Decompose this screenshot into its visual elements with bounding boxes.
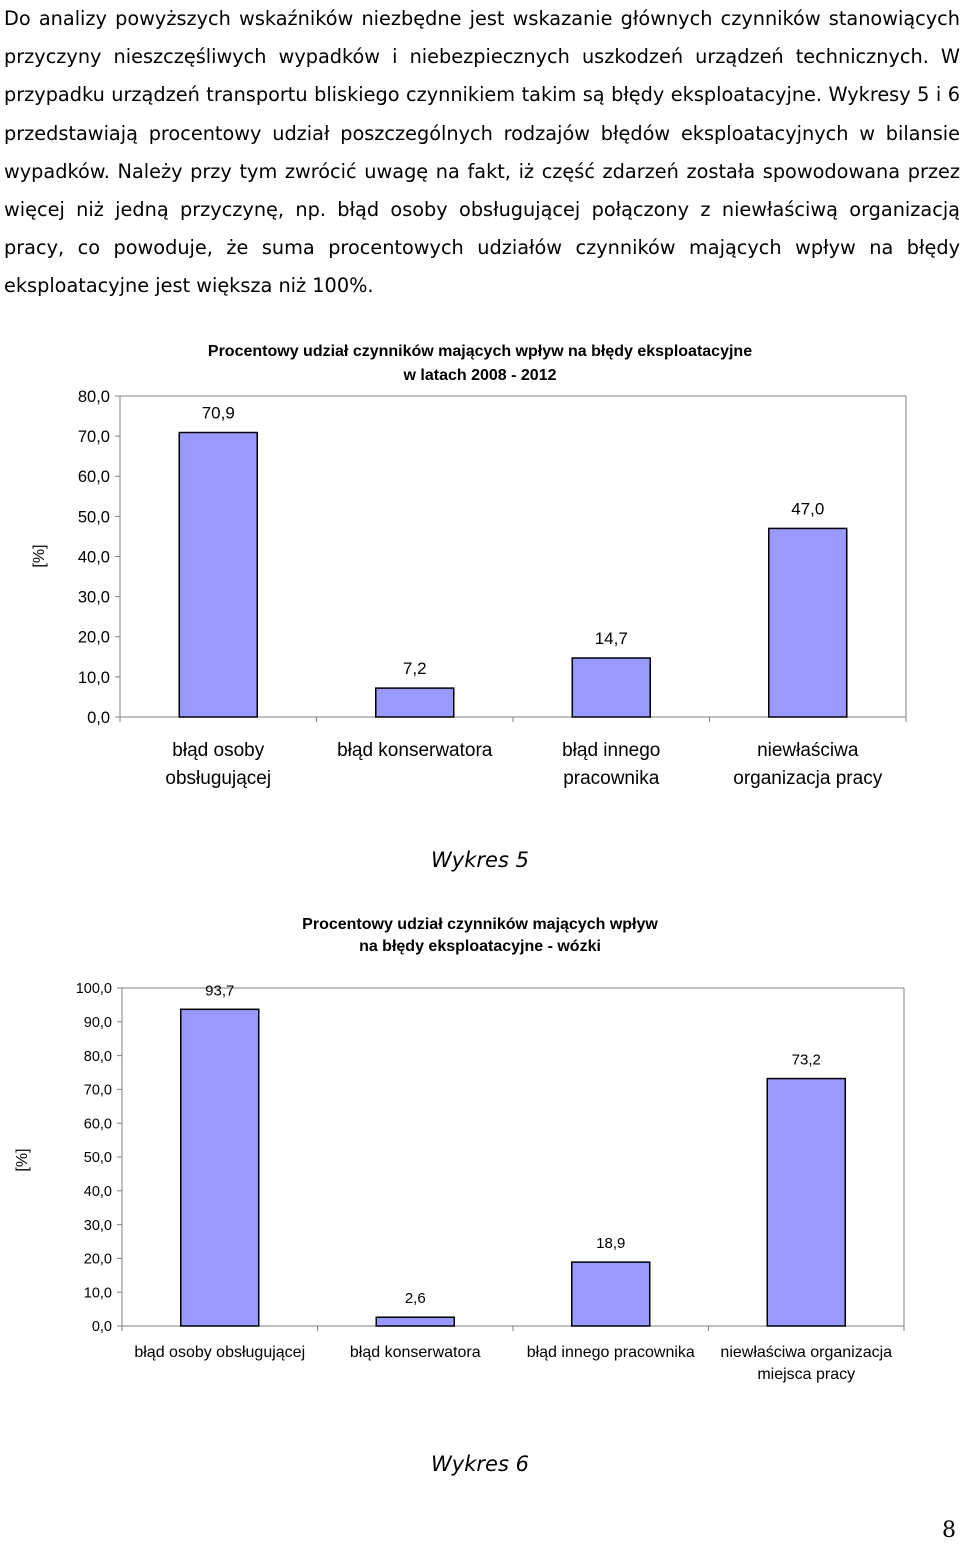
chart-wykres-6: Procentowy udział czynników mających wpł…: [14, 916, 905, 1383]
bar: [571, 657, 651, 718]
y-tick-label: 90,0: [84, 1015, 112, 1031]
chart-title-line: Procentowy udział czynników mających wpł…: [208, 343, 752, 360]
y-tick-label: 50,0: [84, 1150, 112, 1166]
y-tick-label: 100,0: [76, 981, 112, 997]
data-label: 47,0: [791, 499, 824, 518]
page-number: 8: [942, 1518, 956, 1543]
y-tick-label: 0,0: [92, 1319, 112, 1335]
bar: [180, 1008, 260, 1327]
y-tick-label: 60,0: [84, 1116, 112, 1132]
y-tick-label: 10,0: [78, 669, 110, 687]
intro-paragraph: Do analizy powyższych wskaźników niezbęd…: [4, 7, 960, 298]
data-label: 7,2: [403, 659, 427, 678]
data-label: 2,6: [405, 1290, 426, 1307]
x-tick-label: obsługującej: [165, 768, 271, 789]
data-label: 14,7: [595, 629, 628, 648]
caption-wykres-5: Wykres 5: [431, 848, 529, 872]
y-tick-label: 70,0: [78, 428, 110, 446]
x-tick-label: pracownika: [563, 768, 660, 789]
y-tick-label: 20,0: [78, 629, 110, 647]
bar: [375, 687, 455, 718]
y-tick-label: 0,0: [87, 709, 110, 727]
data-label: 73,2: [792, 1052, 821, 1069]
y-tick-label: 80,0: [78, 388, 110, 406]
bar: [571, 1261, 651, 1327]
bar: [766, 1077, 846, 1327]
y-axis-label: [%]: [31, 544, 48, 567]
y-tick-label: 30,0: [78, 589, 110, 607]
y-tick-label: 10,0: [84, 1285, 112, 1301]
x-tick-label: niewłaściwa organizacja: [720, 1344, 892, 1361]
y-axis-label: [%]: [14, 1148, 31, 1171]
data-label: 70,9: [202, 404, 235, 423]
y-tick-label: 60,0: [78, 468, 110, 486]
y-tick-label: 30,0: [84, 1218, 112, 1234]
x-tick-label: błąd innego: [562, 740, 660, 761]
bar: [768, 527, 848, 718]
chart-title-line: Procentowy udział czynników mających wpł…: [302, 916, 658, 933]
bar: [375, 1316, 455, 1327]
y-tick-label: 50,0: [78, 508, 110, 526]
x-tick-label: błąd osoby: [172, 740, 264, 761]
y-tick-label: 80,0: [84, 1049, 112, 1065]
x-tick-label: błąd konserwatora: [350, 1344, 481, 1361]
data-label: 18,9: [596, 1235, 625, 1252]
y-tick-label: 40,0: [78, 548, 110, 566]
x-tick-label: błąd osoby obsługującej: [134, 1344, 305, 1361]
x-tick-label: miejsca pracy: [757, 1366, 855, 1383]
data-label: 93,7: [205, 982, 234, 999]
chart-title-line: w latach 2008 - 2012: [403, 367, 557, 384]
y-tick-label: 20,0: [84, 1252, 112, 1268]
caption-wykres-6: Wykres 6: [431, 1452, 529, 1476]
chart-title-line: na błędy eksploatacyjne - wózki: [359, 938, 601, 955]
y-tick-label: 70,0: [84, 1083, 112, 1099]
chart-wykres-5: Procentowy udział czynników mających wpł…: [31, 343, 907, 789]
y-tick-label: 40,0: [84, 1184, 112, 1200]
x-tick-label: organizacja pracy: [733, 768, 882, 789]
x-tick-label: błąd konserwatora: [337, 740, 493, 761]
x-tick-label: niewłaściwa: [757, 740, 859, 761]
x-tick-label: błąd innego pracownika: [527, 1344, 695, 1361]
bar: [178, 431, 258, 718]
